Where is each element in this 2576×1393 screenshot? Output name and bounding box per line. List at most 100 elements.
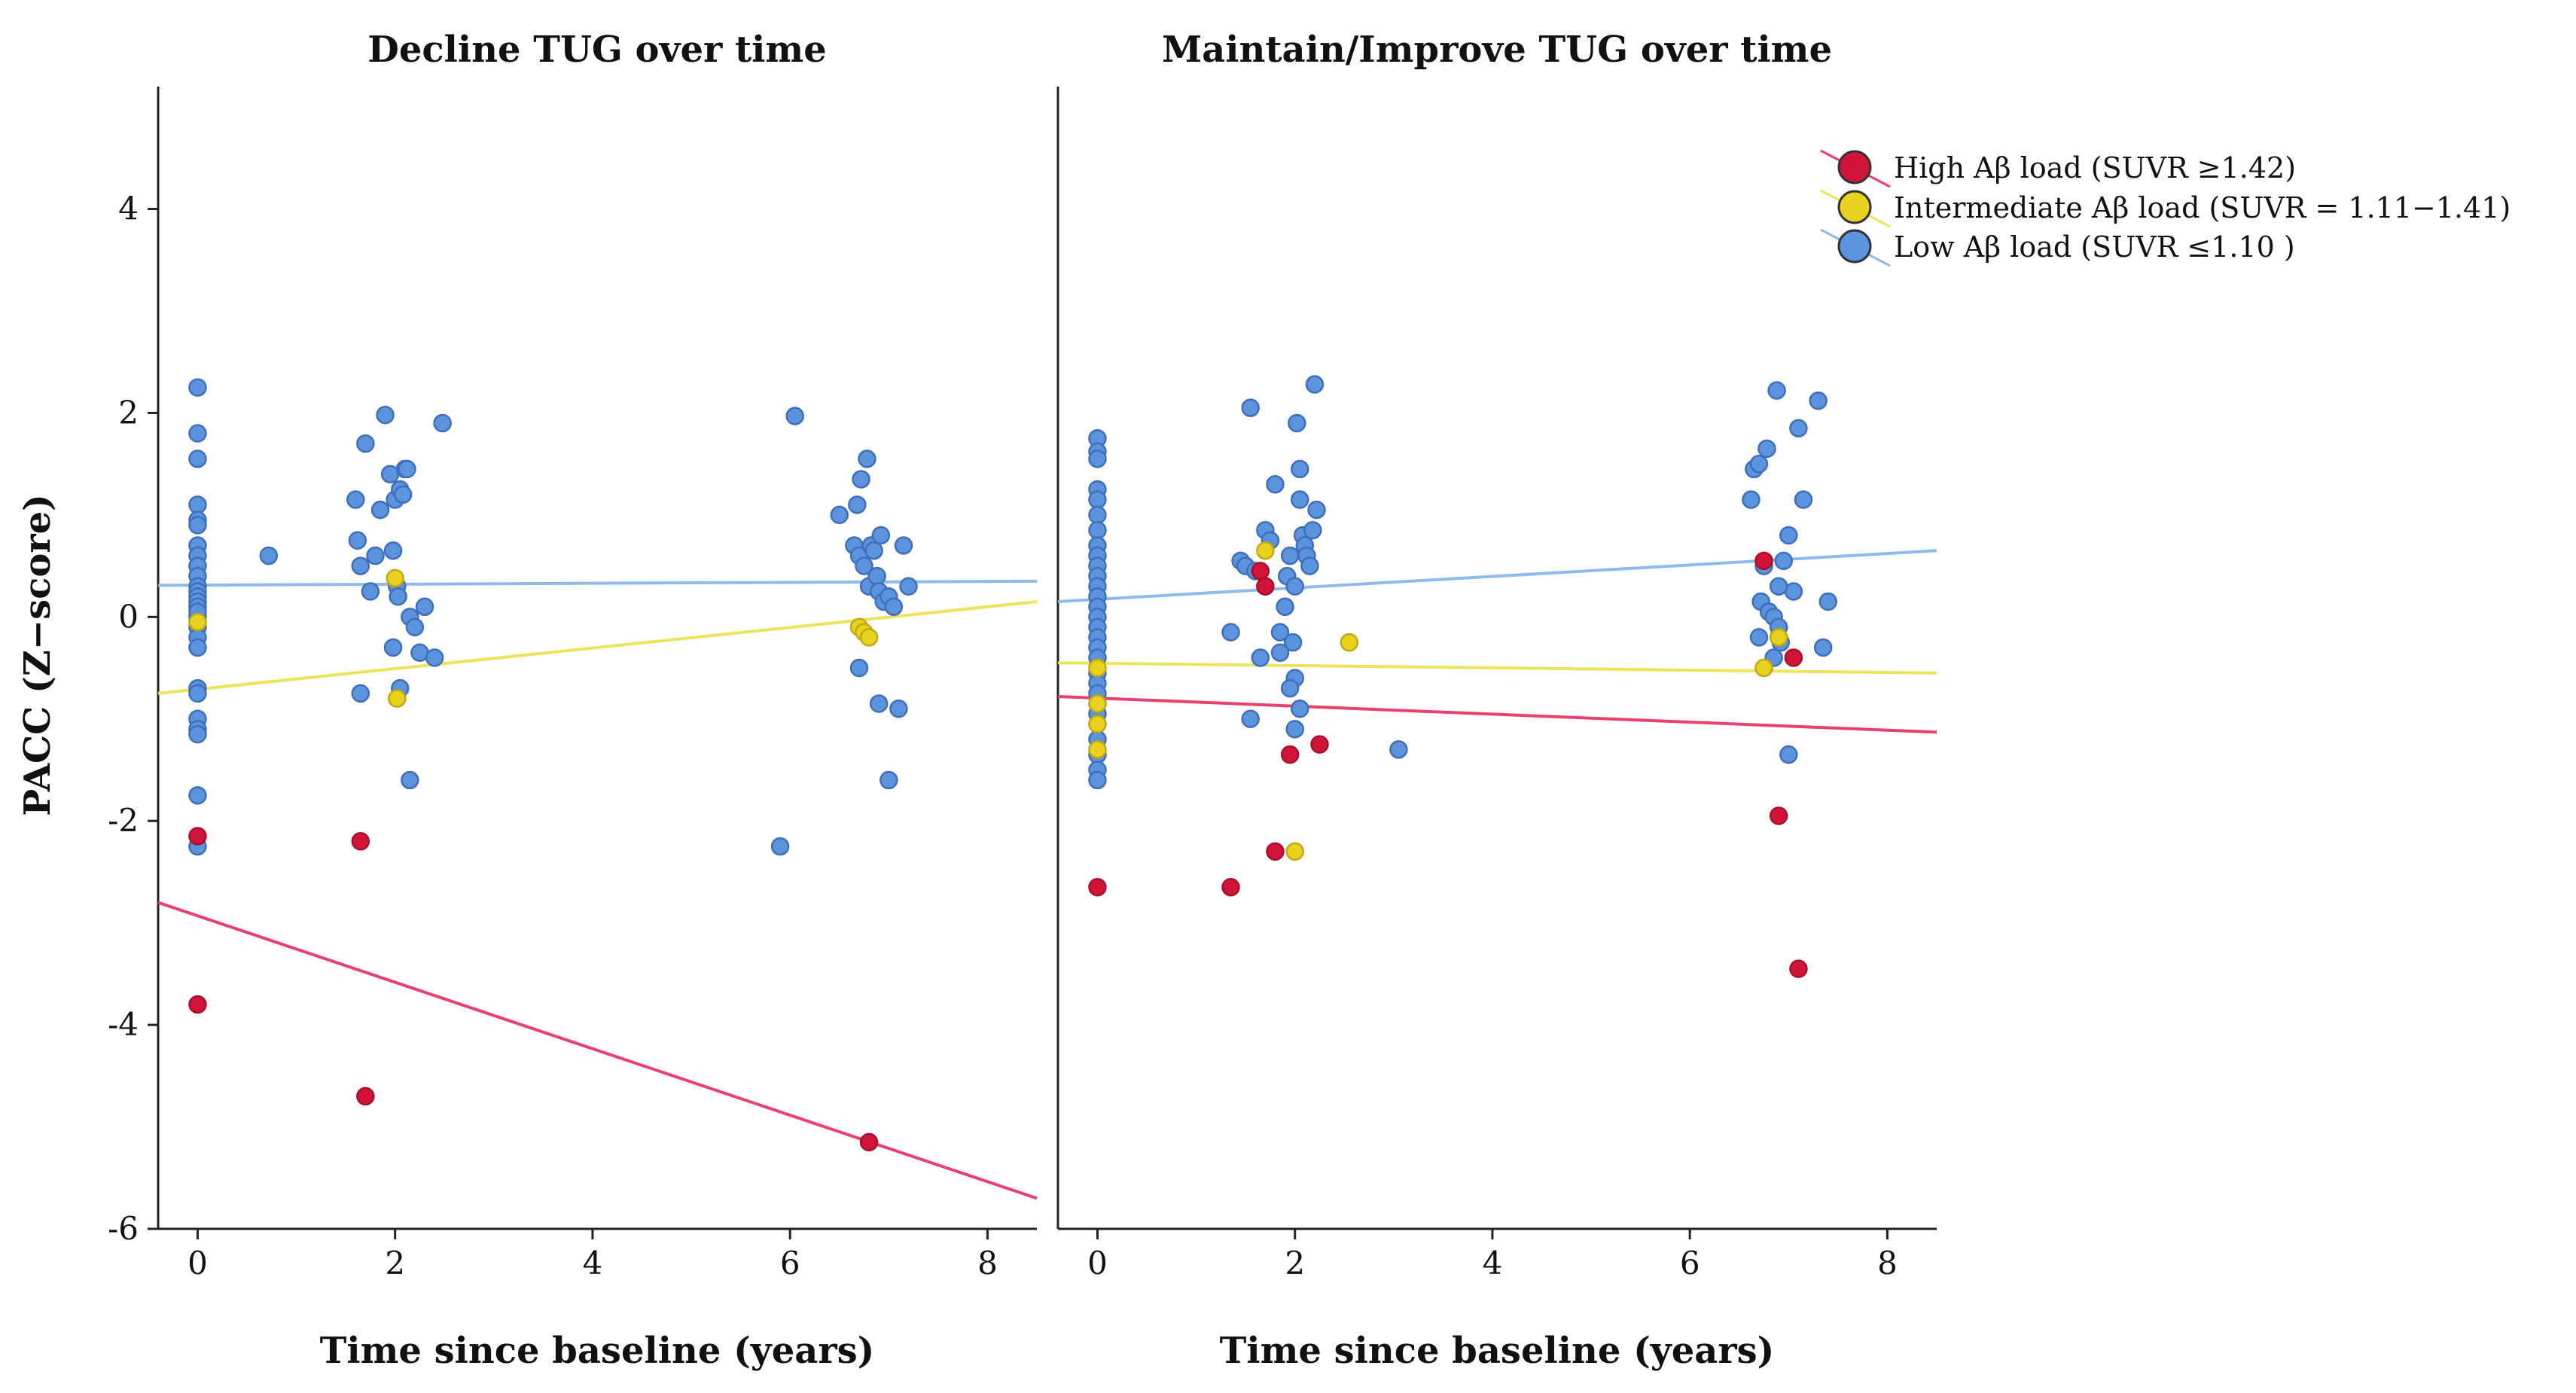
data-point-low [884,597,904,617]
x-tick-label: 0 [187,1245,208,1282]
data-point-low [1305,375,1325,394]
data-point-low [1251,648,1270,667]
data-point-low [1300,556,1319,575]
data-point-low [415,597,434,617]
trend-lines-panel-1 [157,579,1038,1200]
data-point-low [869,694,889,713]
data-point-low [1303,520,1322,540]
legend: High Aβ load (SUVR ≥1.42) Intermediate A… [1820,149,2510,267]
data-point-high [1088,878,1107,897]
data-point-low [889,699,908,718]
x-axis-title-panel-2: Time since baseline (years) [1220,1330,1775,1372]
data-point-low [398,459,416,479]
x-ticks-panel-2: 0 2 4 6 8 [1087,1229,1898,1282]
trend-line-low [1057,549,1937,604]
data-point-low [855,556,873,575]
data-point-low [899,577,918,596]
data-point-high [1310,735,1329,754]
y-tick-label: 0 [118,598,139,635]
data-point-high [1266,842,1285,861]
data-point-low [188,495,207,514]
trend-line-high [1057,694,1937,734]
trend-line-intermediate [1057,661,1937,675]
data-point-low [879,770,898,790]
data-point-low [1389,740,1408,759]
data-point-low [1307,500,1326,520]
data-point-low [1270,623,1290,642]
data-point-low [849,658,869,678]
legend-marker-low [1837,229,1872,264]
data-point-low [785,407,804,425]
data-point-intermediate [386,568,404,588]
data-point-low [858,450,876,468]
data-point-intermediate [1088,694,1107,713]
data-point-high [859,1132,879,1152]
x-tick-label: 4 [1483,1245,1503,1282]
data-point-intermediate [859,628,879,647]
data-point-low [188,424,207,443]
data-point-low [1757,439,1776,459]
data-point-low [188,684,207,703]
data-point-intermediate [1088,740,1107,759]
y-axis-title: PACC (Z−score) [17,494,59,816]
x-tick-label: 0 [1087,1245,1108,1282]
x-ticks-panel-1: 0 2 4 6 8 [187,1229,998,1282]
data-point-intermediate [1285,842,1304,861]
data-point-intermediate [1754,658,1773,678]
data-point-high [356,1087,375,1106]
data-point-low [1779,526,1798,545]
trend-lines-panel-2 [1057,549,1937,734]
data-point-low [405,617,425,637]
data-point-low [1813,638,1833,657]
points-panel-2 [1088,375,1838,978]
data-point-low [1088,505,1107,525]
data-point-low [370,500,390,520]
trend-line-high [157,901,1038,1200]
data-point-high [188,827,207,846]
data-point-low [1288,413,1306,433]
x-tick-label: 4 [583,1245,603,1282]
data-point-high [1769,806,1788,825]
data-point-low [1088,770,1107,790]
data-point-intermediate [188,612,207,632]
data-point-low [1779,745,1798,764]
y-ticks: -6 -4 -2 0 2 4 [108,191,158,1247]
data-point-intermediate [1088,715,1107,733]
data-point-high [1784,648,1803,667]
data-point-low [188,450,207,468]
data-point-low [188,786,207,805]
data-point-low [351,556,370,575]
data-point-high [1754,551,1773,571]
x-tick-label: 8 [977,1245,998,1282]
y-tick-label: -6 [108,1210,139,1247]
data-point-low [356,434,375,453]
data-point-low [188,638,207,657]
legend-label-high: High Aβ load (SUVR ≥1.42) [1894,151,2296,184]
data-point-low [1769,577,1788,596]
data-point-low [1809,391,1828,410]
data-point-low [1270,643,1290,662]
data-point-high [188,995,207,1014]
data-point-low [852,470,870,489]
y-tick-label: 4 [118,191,139,227]
panel-title-maintain: Maintain/Improve TUG over time [1162,29,1832,71]
panel-maintain-improve-tug: Maintain/Improve TUG over time 0 2 4 6 8 Tim… [1056,29,1937,1372]
data-point-low [425,648,444,667]
legend-item-low: Low Aβ load (SUVR ≤1.10 ) [1820,228,2295,267]
data-point-high [1256,577,1275,596]
data-point-low [188,724,207,744]
data-point-low [1088,450,1107,468]
data-point-low [1749,628,1769,647]
data-point-low [1742,490,1761,509]
data-point-low [351,684,370,703]
data-point-low [188,378,207,397]
data-point-low [867,566,886,586]
data-point-low [770,837,790,856]
y-tick-label: 2 [118,394,139,431]
data-point-low [376,405,395,425]
data-point-low [1818,592,1838,611]
y-tick-label: -4 [108,1006,139,1043]
trend-line-low [157,579,1038,587]
legend-item-high: High Aβ load (SUVR ≥1.42) [1820,149,2296,188]
data-point-low [433,413,452,433]
